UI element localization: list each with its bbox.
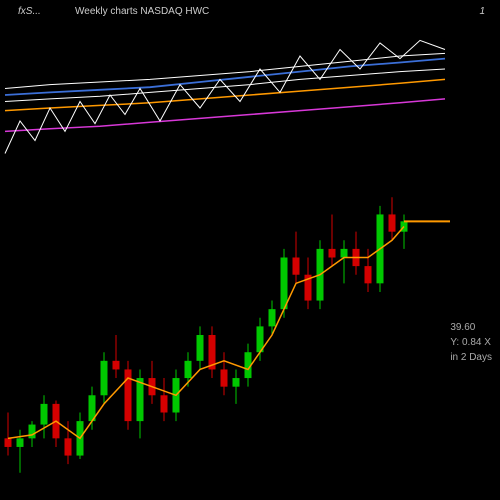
- header-left-text: fxS...: [18, 6, 41, 17]
- info-price: 39.60: [450, 320, 492, 335]
- header-center-text: Weekly charts NASDAQ HWC: [75, 6, 209, 17]
- info-box: 39.60 Y: 0.84 X in 2 Days: [450, 320, 492, 365]
- header-right-text: 1: [479, 6, 485, 17]
- info-change-label: Y:: [450, 337, 459, 348]
- info-timing: in 2 Days: [450, 350, 492, 365]
- indicator-svg: [0, 30, 450, 160]
- info-change-value: 0.84: [462, 337, 481, 348]
- chart-header: fxS... Weekly charts NASDAQ HWC 1: [0, 6, 500, 26]
- candlestick-svg: [0, 180, 450, 490]
- indicator-panel: [0, 30, 450, 160]
- info-extra: X: [484, 337, 491, 348]
- info-change-row: Y: 0.84 X: [450, 335, 492, 350]
- price-panel: [0, 180, 450, 490]
